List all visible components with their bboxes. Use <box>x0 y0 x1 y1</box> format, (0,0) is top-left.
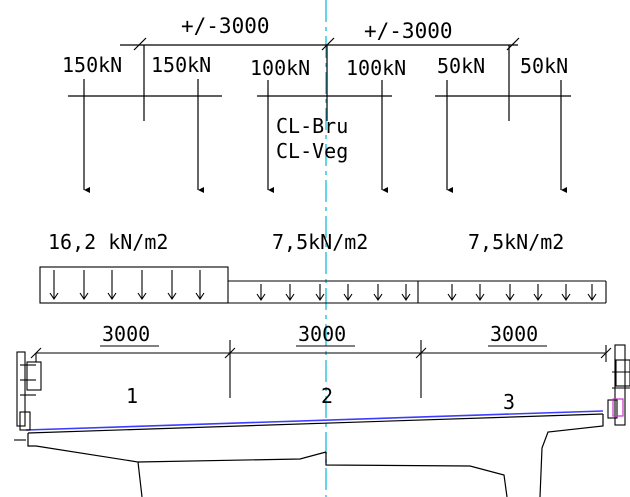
uniform-load-label-2: 7,5kN/m2 <box>272 230 368 254</box>
load-arrow-1-2 <box>79 270 89 300</box>
deck-cross-section <box>25 410 604 497</box>
lane-width-label-3: 3000 <box>490 322 538 346</box>
axle-load-label-1: 150kN <box>62 53 122 77</box>
centerline-label-bridge: CL-Bru <box>276 114 348 138</box>
axle-load-label-5: 50kN <box>437 54 485 78</box>
uniform-load-arrows <box>49 270 597 301</box>
load-arrow-3-1 <box>447 284 457 301</box>
lane-width-dimension <box>30 340 612 398</box>
load-arrow-3-5 <box>561 284 571 301</box>
load-arrow-2-4 <box>343 284 353 301</box>
load-arrow-3-2 <box>475 284 485 301</box>
lane-width-label-2: 3000 <box>298 322 346 346</box>
load-arrow-1-4 <box>137 270 147 300</box>
load-arrow-1-1 <box>49 270 59 300</box>
uniform-load-label-1: 16,2 kN/m2 <box>48 230 168 254</box>
axle-load-frames <box>68 45 571 193</box>
load-arrow-3-3 <box>505 284 515 301</box>
load-arrow-2-2 <box>285 284 295 301</box>
axle-load-label-3: 100kN <box>250 56 310 80</box>
lane-number-2: 2 <box>321 384 333 408</box>
axle-spacing-label-2: +/-3000 <box>364 19 453 43</box>
lane-number-1: 1 <box>126 384 138 408</box>
load-arrow-2-5 <box>373 284 383 301</box>
axle-load-label-6: 50kN <box>520 54 568 78</box>
load-arrow-3-4 <box>533 284 543 301</box>
right-railing-detail <box>612 398 624 417</box>
load-arrow-2-1 <box>256 284 266 301</box>
uniform-load-blocks <box>39 266 607 304</box>
axle-spacing-label-1: +/-3000 <box>181 14 270 38</box>
axle-spacing-dimension <box>120 37 520 51</box>
left-railing <box>14 351 42 441</box>
load-arrow-1-6 <box>195 270 205 300</box>
centerline-label-road: CL-Veg <box>276 139 348 163</box>
load-arrow-3-6 <box>587 284 597 301</box>
axle-load-label-4: 100kN <box>346 56 406 80</box>
right-railing <box>607 344 630 426</box>
load-arrow-1-3 <box>107 270 117 300</box>
axle-load-label-2: 150kN <box>151 53 211 77</box>
lane-width-label-1: 3000 <box>102 322 150 346</box>
load-arrow-2-6 <box>401 284 411 301</box>
lane-number-3: 3 <box>503 390 515 414</box>
uniform-load-label-3: 7,5kN/m2 <box>468 230 564 254</box>
load-arrow-2-3 <box>315 284 325 301</box>
load-arrow-1-5 <box>167 270 177 300</box>
